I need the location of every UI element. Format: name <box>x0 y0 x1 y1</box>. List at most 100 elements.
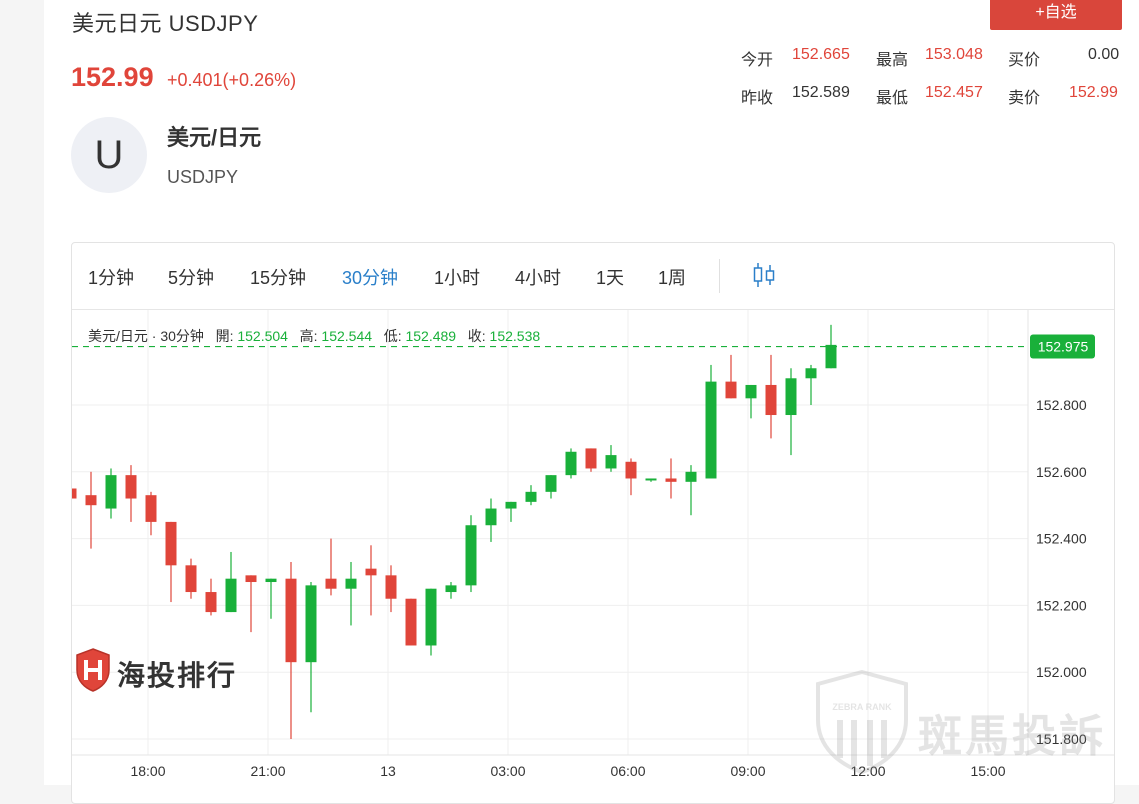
interval-1w[interactable]: 1周 <box>658 268 687 288</box>
candle-down <box>125 475 137 499</box>
buy-value: 0.00 <box>1088 46 1120 63</box>
candle-up <box>825 344 837 369</box>
candle-up <box>605 455 617 469</box>
candle-up <box>805 368 817 379</box>
x-tick-label: 15:00 <box>970 763 1005 779</box>
zebra-watermark-text: 斑馬投訴 <box>918 712 1106 761</box>
sell-label: 卖价 <box>1008 90 1041 107</box>
candle-up <box>465 525 477 586</box>
page-title: 美元日元 USDJPY <box>72 11 259 36</box>
instrument-code: USDJPY <box>167 167 239 187</box>
y-tick-label: 152.600 <box>1036 464 1087 480</box>
zebra-badge-text: ZEBRA RANK <box>832 702 892 712</box>
interval-4h[interactable]: 4小时 <box>515 268 562 288</box>
legend-low-value: 152.489 <box>405 328 457 344</box>
legend-symbol: 美元/日元 · 30分钟 <box>88 328 204 344</box>
candle-down <box>625 461 637 479</box>
interval-30min[interactable]: 30分钟 <box>342 268 399 288</box>
candlestick-icon[interactable] <box>752 261 776 289</box>
candle-up <box>445 585 457 593</box>
buy-label: 买价 <box>1008 52 1041 69</box>
zebra-watermark: ZEBRA RANK 斑馬投訴 <box>814 669 1124 780</box>
candle-up <box>105 475 117 509</box>
x-tick-label: 21:00 <box>250 763 285 779</box>
y-tick-label: 152.800 <box>1036 397 1087 413</box>
current-price: 152.99 <box>71 62 154 92</box>
candle-down <box>405 598 417 646</box>
legend-high-label: 高: <box>299 328 318 344</box>
high-label: 最高 <box>876 52 909 69</box>
candle-down <box>205 592 217 613</box>
interval-15min[interactable]: 15分钟 <box>250 268 307 288</box>
toolbar-divider <box>719 259 720 293</box>
legend-high-value: 152.544 <box>321 328 373 344</box>
candle-down <box>385 575 397 599</box>
candle-up <box>705 381 717 479</box>
candle-down <box>585 448 597 469</box>
candle-up <box>505 501 517 509</box>
price-change: +0.401(+0.26%) <box>167 70 297 90</box>
ohlc-legend: 美元/日元 · 30分钟 開: 152.504 高: 152.544 低: 15… <box>88 326 540 346</box>
candle-down <box>325 578 337 589</box>
y-tick-label: 152.400 <box>1036 531 1087 547</box>
legend-close-label: 收: <box>467 328 486 344</box>
candle-down <box>245 575 257 583</box>
haitou-watermark-text: 海投排行 <box>117 660 238 691</box>
x-tick-label: 03:00 <box>490 763 525 779</box>
x-tick-label: 09:00 <box>730 763 765 779</box>
candle-up <box>225 578 237 613</box>
legend-open-value: 152.504 <box>237 328 288 344</box>
haitou-watermark: 海投排行 <box>75 648 245 698</box>
candle-down <box>165 521 177 566</box>
chart-panel: 1分钟 5分钟 15分钟 30分钟 1小时 4小时 1天 1周 152.975 1… <box>71 242 1115 804</box>
x-tick-label: 12:00 <box>850 763 885 779</box>
candlestick-chart[interactable]: 152.975 152.800 152.600 152.400 152.200 152.0… <box>72 243 1114 803</box>
candle-up <box>565 451 577 476</box>
y-tick-label: 152.200 <box>1036 597 1087 613</box>
avatar: U <box>71 117 147 193</box>
last-price-tag <box>1030 334 1095 359</box>
interval-1d[interactable]: 1天 <box>596 268 625 288</box>
candle-up <box>745 384 757 399</box>
interval-1min[interactable]: 1分钟 <box>88 268 135 288</box>
candle-up <box>545 475 557 492</box>
high-value: 153.048 <box>925 46 983 63</box>
candle-up <box>785 378 797 416</box>
candle-up <box>345 578 357 589</box>
y-tick-label: 151.800 <box>1036 731 1087 747</box>
interval-1h[interactable]: 1小时 <box>434 268 481 288</box>
legend-close-value: 152.538 <box>489 328 541 344</box>
candle-down <box>365 568 377 576</box>
candle-down <box>665 478 677 482</box>
x-tick-label: 18:00 <box>130 763 165 779</box>
candle-up <box>645 478 657 481</box>
candle-down <box>765 384 777 416</box>
x-tick-label: 13 <box>380 763 396 779</box>
candle-down <box>725 381 737 399</box>
legend-low-label: 低: <box>383 328 402 344</box>
add-watchlist-button[interactable]: +自选 <box>990 0 1122 30</box>
instrument-name: 美元/日元 <box>167 125 262 150</box>
shield-logo-icon <box>76 648 110 692</box>
open-label: 今开 <box>741 52 774 69</box>
quote-page: 美元日元 USDJPY +自选 152.99 +0.401(+0.26%) 今开… <box>44 0 1139 804</box>
candle-down <box>145 495 157 522</box>
candle-up <box>265 578 277 583</box>
open-value: 152.665 <box>792 46 850 63</box>
low-label: 最低 <box>876 90 909 107</box>
low-value: 152.457 <box>925 84 983 101</box>
prev-close-label: 昨收 <box>741 90 774 107</box>
zebra-shield-icon: ZEBRA RANK <box>816 669 908 775</box>
candle-up <box>685 471 697 482</box>
candle-down <box>285 578 297 663</box>
candle-up <box>305 585 317 663</box>
candle-down <box>72 488 77 499</box>
interval-toolbar: 1分钟 5分钟 15分钟 30分钟 1小时 4小时 1天 1周 <box>72 243 1114 310</box>
candle-down <box>185 565 197 593</box>
legend-open-label: 開: <box>215 328 234 344</box>
last-price-label: 152.975 <box>1038 339 1089 355</box>
candle-up <box>525 491 537 502</box>
x-tick-label: 06:00 <box>610 763 645 779</box>
interval-5min[interactable]: 5分钟 <box>168 268 215 288</box>
candle-up <box>425 588 437 646</box>
